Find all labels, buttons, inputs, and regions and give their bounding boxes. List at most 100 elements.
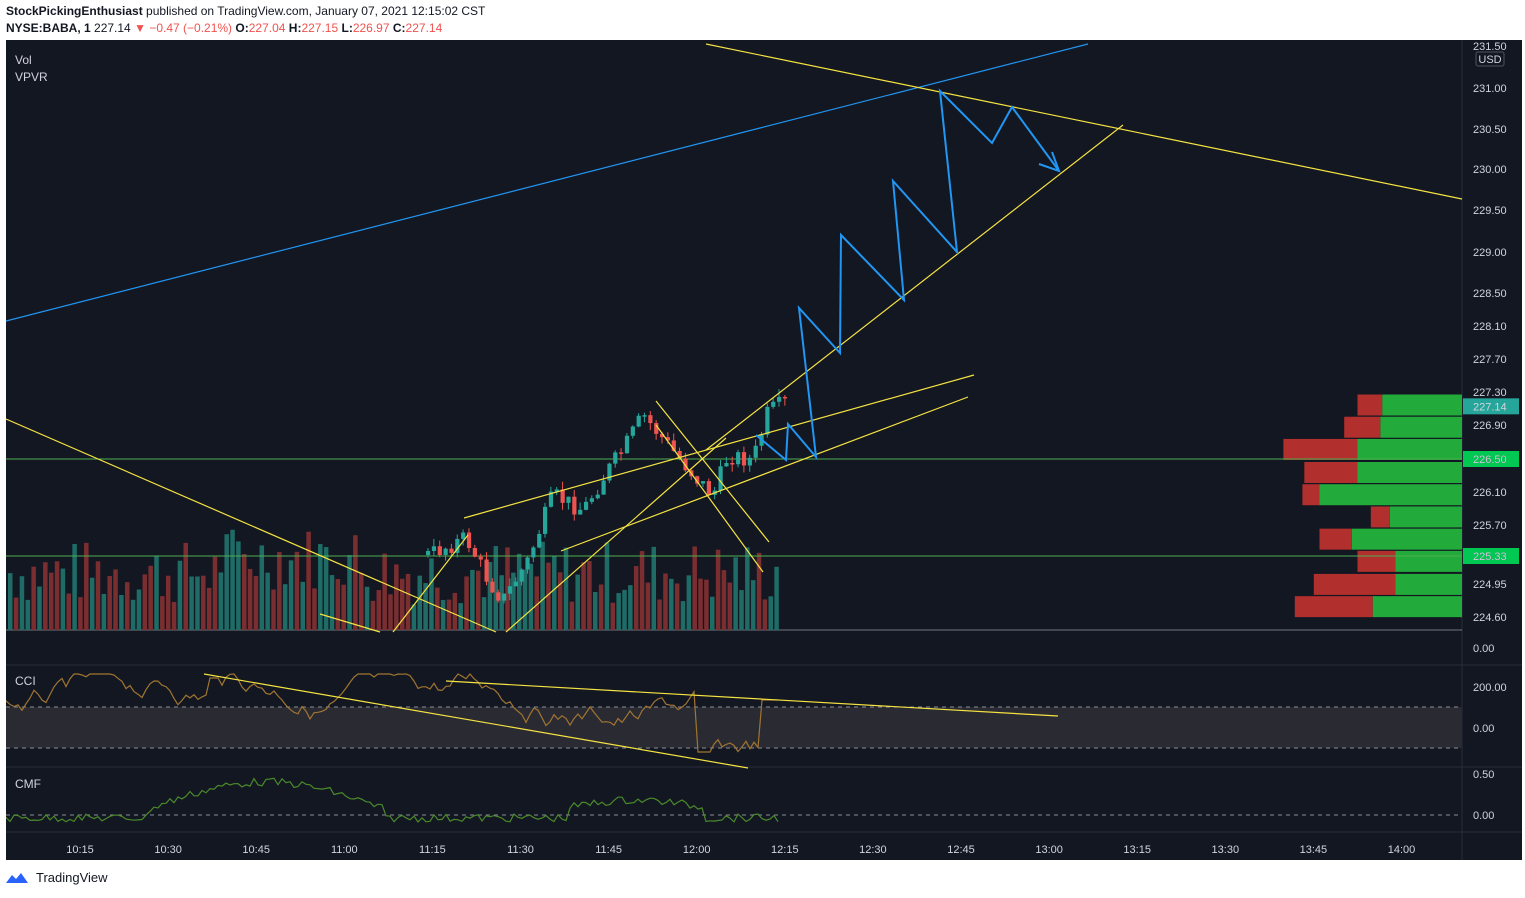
footer-brand[interactable]: TradingView (6, 870, 108, 885)
chart-svg[interactable]: 226.50 225.33 227.14 Vol (5, 40, 1522, 860)
wedge-line-b[interactable] (655, 424, 764, 573)
volume-bar (160, 596, 165, 630)
volume-bar (499, 575, 504, 630)
descending-resistance-line[interactable] (705, 43, 1463, 200)
volume-bar (84, 542, 89, 630)
vpvr-down-bar (1344, 416, 1381, 438)
publish-line: StockPickingEnthusiast published on Trad… (6, 4, 485, 18)
vpvr-down-bar (1304, 461, 1358, 483)
volume-bar (66, 593, 71, 630)
volume-bar (710, 596, 715, 630)
rally-line-b[interactable] (505, 437, 727, 633)
volume-bar (534, 576, 539, 630)
candle-body (484, 559, 489, 582)
volume-bar (341, 584, 346, 630)
volume-bar (610, 602, 616, 630)
cci-trend-line-b[interactable] (445, 680, 1059, 717)
volume-bar (125, 582, 130, 630)
volume-bar (563, 547, 569, 630)
volume-bar (686, 575, 692, 630)
volume-bar (60, 568, 66, 630)
cmf-label: CMF (15, 777, 41, 791)
candle-body (677, 450, 682, 459)
long-downtrend-line[interactable] (5, 418, 497, 633)
candle-body (431, 546, 437, 551)
upper-channel-line[interactable] (463, 374, 975, 519)
volume-bar (657, 599, 662, 630)
volume-bar (587, 561, 592, 630)
volume-bar (318, 544, 323, 630)
vpvr-down-bar (1302, 484, 1320, 506)
author-name[interactable]: StockPickingEnthusiast (6, 4, 143, 18)
volume-bar (142, 574, 148, 630)
currency-label: USD (1478, 54, 1501, 66)
volume-bar (598, 584, 604, 630)
volume-bar (54, 561, 60, 630)
volume-bar (183, 542, 188, 630)
volume-bar (13, 597, 19, 630)
volume-bar (516, 553, 522, 630)
volume-bar (476, 570, 481, 630)
volume-bar (130, 599, 136, 630)
volume-bar (247, 568, 253, 630)
candle-body (490, 581, 495, 593)
volume-bar (604, 542, 610, 630)
vpvr-down-bar (1313, 573, 1396, 595)
candle-body (753, 445, 758, 458)
candle-body (443, 548, 448, 555)
volume-bar (727, 582, 733, 630)
vpvr-down-bar (1319, 528, 1352, 550)
currency-badge (1475, 51, 1505, 67)
price-axis[interactable]: 231.50 231.00 230.50 230.00 229.50 229.00 228.… (1473, 41, 1507, 822)
vpvr-label: VPVR (15, 70, 48, 84)
wedge-line-a[interactable] (655, 400, 770, 543)
volume-bar (107, 576, 112, 630)
ascending-support-line[interactable] (705, 124, 1124, 451)
high-label: H: (288, 21, 302, 35)
candle-body (531, 547, 536, 558)
time-tick-label: 11:00 (331, 844, 358, 856)
volume-bar (394, 564, 399, 630)
volume-bar (715, 549, 721, 630)
price-tick-label: 226.10 (1473, 487, 1507, 499)
volume-bar (528, 563, 534, 630)
rally-line-a[interactable] (392, 534, 469, 633)
volume-bar (265, 572, 270, 630)
cmf-tick-label: 0.50 (1473, 769, 1494, 781)
candle-body (695, 476, 700, 484)
down-arrow-icon: ▼ (134, 21, 146, 35)
price-tick-label: 228.10 (1473, 321, 1507, 333)
candle-body (636, 415, 641, 427)
time-axis[interactable]: 10:15 10:30 10:45 11:00 11:15 11:30 11:45 12:00… (66, 844, 1415, 856)
volume-bar (446, 599, 452, 630)
drawings[interactable] (5, 43, 1463, 633)
volume-bar (680, 601, 686, 630)
cci-trend-line-a[interactable] (203, 673, 749, 769)
last-price: 227.14 (94, 21, 131, 35)
candle-body (437, 546, 442, 555)
volume-bar (271, 589, 276, 630)
chart-area[interactable]: 226.50 225.33 227.14 Vol (5, 40, 1522, 860)
candle-body (700, 481, 706, 484)
volume-bar (399, 578, 405, 630)
time-tick-label: 12:30 (859, 844, 887, 856)
time-tick-label: 10:45 (242, 844, 270, 856)
volume-bar (411, 604, 417, 630)
candle-body (642, 415, 647, 417)
volume-bar (154, 555, 159, 630)
candle-body (654, 423, 659, 434)
lower-channel-line[interactable] (560, 396, 969, 552)
volume-bar (745, 547, 750, 630)
close-label: C: (392, 21, 406, 35)
volume-bar (31, 566, 36, 630)
candle-body (630, 426, 635, 436)
price-tick-label: 227.70 (1473, 354, 1507, 366)
volume-bar (101, 593, 107, 630)
blue-channel-line[interactable] (5, 43, 1089, 322)
projected-path[interactable] (755, 88, 1060, 463)
volume-bar (616, 593, 621, 630)
cmf-line (5, 777, 779, 823)
short-line[interactable] (319, 613, 381, 633)
candle-body (548, 491, 554, 507)
volume-bar (236, 541, 241, 630)
